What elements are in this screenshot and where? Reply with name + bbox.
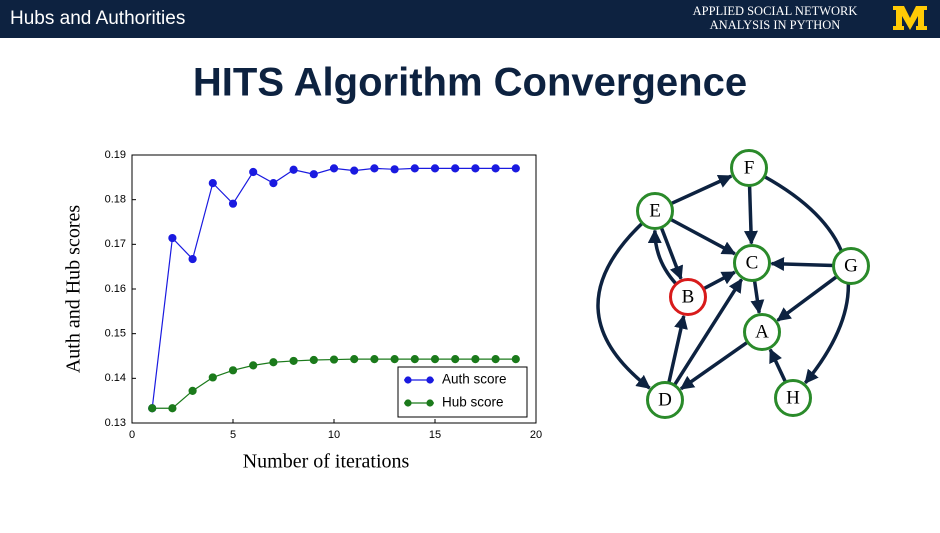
- node: [832, 247, 870, 285]
- data-point: [289, 165, 298, 174]
- data-point: [249, 167, 258, 177]
- data-point: [410, 355, 419, 364]
- node-label: E: [649, 200, 661, 221]
- edge: [596, 221, 651, 390]
- data-point: [208, 373, 217, 382]
- node: [730, 149, 768, 187]
- data-point: [410, 164, 419, 173]
- data-point: [430, 164, 440, 173]
- data-point: [309, 170, 318, 179]
- data-point: [471, 164, 480, 173]
- node: [636, 192, 674, 230]
- legend-label: Auth score: [442, 372, 507, 387]
- node: [733, 244, 771, 282]
- data-point: [511, 164, 520, 173]
- data-point: [188, 386, 197, 395]
- legend-marker: [426, 399, 434, 407]
- data-point: [471, 355, 480, 364]
- course-name: APPLIED SOCIAL NETWORK: [693, 4, 858, 18]
- node-label: D: [658, 389, 672, 410]
- data-point: [168, 233, 177, 243]
- y-tick-label: 0.14: [105, 372, 126, 384]
- node-label: H: [786, 387, 800, 408]
- edge: [679, 340, 749, 391]
- edge: [672, 278, 744, 387]
- edge: [669, 217, 737, 256]
- header-title: Hubs and Authorities: [10, 8, 185, 29]
- data-point: [329, 164, 339, 173]
- y-tick-label: 0.19: [105, 149, 126, 161]
- data-point: [491, 355, 500, 364]
- legend-marker: [404, 399, 412, 407]
- data-point: [451, 355, 460, 364]
- data-point: [370, 164, 379, 173]
- data-point: [188, 254, 197, 264]
- data-point: [228, 199, 238, 208]
- edge: [763, 174, 851, 385]
- node-label: A: [755, 321, 769, 342]
- data-point: [390, 355, 399, 364]
- y-tick-label: 0.16: [105, 283, 126, 295]
- course-name: ANALYSIS IN PYTHON: [710, 18, 841, 32]
- edge: [667, 314, 688, 384]
- edge: [770, 256, 834, 271]
- y-tick-label: 0.17: [105, 238, 126, 250]
- x-tick-label: 0: [129, 429, 135, 441]
- header-bar: [0, 0, 940, 38]
- x-tick-label: 10: [328, 429, 340, 441]
- data-point: [350, 355, 359, 364]
- edge: [743, 185, 758, 245]
- data-point: [148, 404, 157, 413]
- edge: [647, 229, 678, 286]
- data-point: [269, 179, 278, 188]
- data-point: [390, 165, 399, 174]
- node: [743, 313, 781, 351]
- edge: [750, 280, 765, 315]
- data-point: [309, 355, 318, 365]
- data-point: [249, 361, 258, 370]
- x-tick-label: 5: [230, 429, 236, 441]
- y-axis-label: Auth and Hub scores: [63, 205, 85, 374]
- data-point: [511, 355, 520, 364]
- data-point: [289, 356, 298, 366]
- legend-marker: [404, 376, 412, 384]
- edge: [659, 226, 684, 281]
- y-tick-label: 0.13: [105, 417, 126, 429]
- node-label: C: [746, 252, 759, 273]
- data-point: [430, 355, 440, 364]
- node: [774, 379, 812, 417]
- slide-title: HITS Algorithm Convergence: [193, 61, 747, 105]
- edge: [670, 174, 733, 206]
- node-label: F: [744, 157, 755, 178]
- data-point: [350, 166, 359, 175]
- x-tick-label: 15: [429, 429, 441, 441]
- legend-label: Hub score: [442, 395, 504, 410]
- data-point: [451, 164, 460, 173]
- node-label: G: [844, 255, 858, 276]
- data-point: [228, 366, 238, 375]
- data-point: [370, 355, 379, 364]
- edge: [702, 270, 737, 291]
- data-point: [491, 164, 500, 173]
- data-point: [329, 355, 339, 364]
- data-point: [208, 179, 217, 188]
- legend-box: [397, 366, 528, 418]
- node-label: B: [682, 286, 695, 307]
- data-point: [168, 404, 177, 413]
- y-tick-label: 0.18: [105, 194, 126, 206]
- legend-marker: [426, 376, 434, 384]
- y-tick-label: 0.15: [105, 328, 126, 340]
- node: [669, 278, 707, 316]
- x-axis-label: Number of iterations: [243, 451, 410, 473]
- edge: [776, 275, 838, 322]
- logo: [893, 6, 927, 30]
- data-point: [269, 358, 278, 367]
- edge: [768, 348, 788, 383]
- x-tick-label: 20: [530, 429, 542, 441]
- node: [646, 381, 684, 419]
